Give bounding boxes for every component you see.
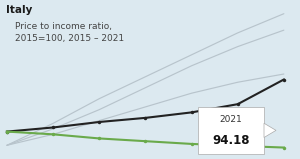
Text: Price to income ratio,
2015=100, 2015 – 2021: Price to income ratio, 2015=100, 2015 – … [15,22,124,43]
Text: 2021: 2021 [220,115,242,124]
Text: Italy: Italy [6,5,32,15]
Text: 94.18: 94.18 [212,134,250,147]
